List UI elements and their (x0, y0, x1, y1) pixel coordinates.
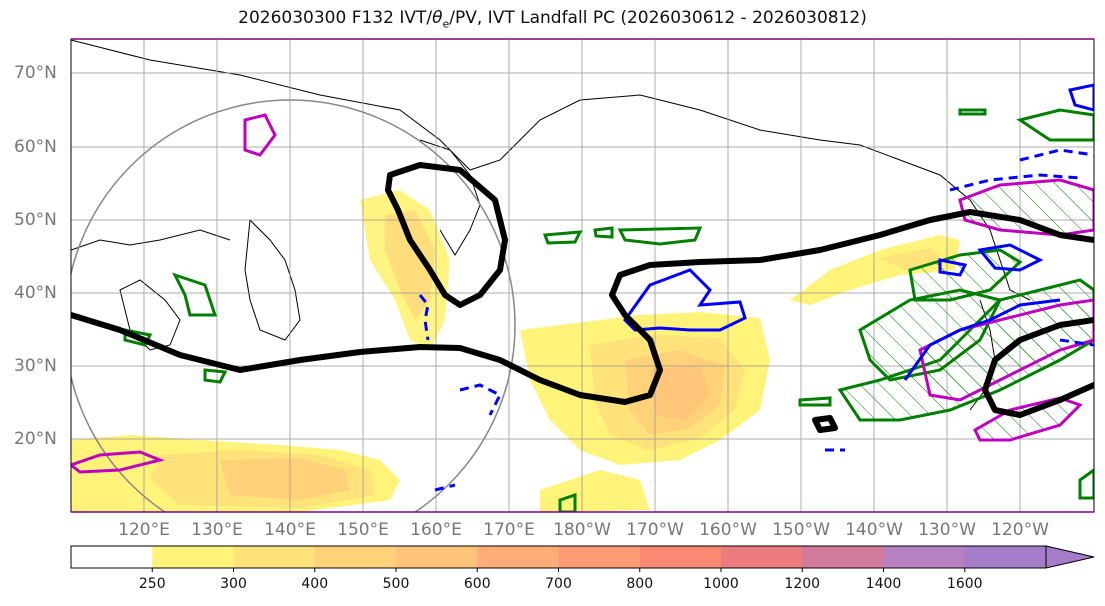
lon-label: 150°W (772, 520, 830, 540)
colorbar-tick-label: 400 (301, 576, 329, 592)
figure-title: 2026030300 F132 IVT/θe/PV, IVT Landfall … (238, 8, 867, 31)
lat-label: 20°N (14, 429, 57, 449)
lon-label: 150°E (337, 520, 389, 540)
lon-label: 170°W (626, 520, 684, 540)
lat-label: 70°N (14, 63, 57, 83)
lon-label: 180°W (553, 520, 611, 540)
colorbar-tick-label: 1000 (703, 576, 739, 592)
lat-label: 50°N (14, 210, 57, 230)
lat-label: 30°N (14, 356, 57, 376)
colorbar-tick-label: 700 (545, 576, 572, 592)
colorbar-tick-label: 800 (626, 576, 654, 592)
lon-label: 130°E (191, 520, 243, 540)
lon-label: 160°W (699, 520, 757, 540)
lat-label: 60°N (14, 137, 57, 157)
colorbar-tick-label: 1600 (946, 576, 983, 592)
lon-label: 140°W (845, 520, 903, 540)
lon-label: 130°W (918, 520, 976, 540)
lon-label: 140°E (264, 520, 316, 540)
colorbar-tick-label: 600 (463, 576, 491, 592)
lon-label: 170°E (483, 520, 535, 540)
colorbar-tick-label: 500 (382, 576, 410, 592)
colorbar-tick-label: 1400 (865, 576, 902, 592)
lat-label: 40°N (14, 283, 57, 303)
pv-contours (71, 162, 1094, 433)
landfall-circle (71, 99, 516, 512)
colorbar-tick-label: 1200 (784, 576, 821, 592)
lon-label: 160°E (410, 520, 462, 540)
blue-contours (418, 83, 1094, 492)
colorbar-tick-label: 300 (220, 576, 247, 592)
lon-label: 120°E (118, 520, 170, 540)
lon-label: 120°W (991, 520, 1049, 540)
ivt-shading (71, 190, 960, 512)
colorbar-tick-label: 250 (138, 576, 166, 592)
